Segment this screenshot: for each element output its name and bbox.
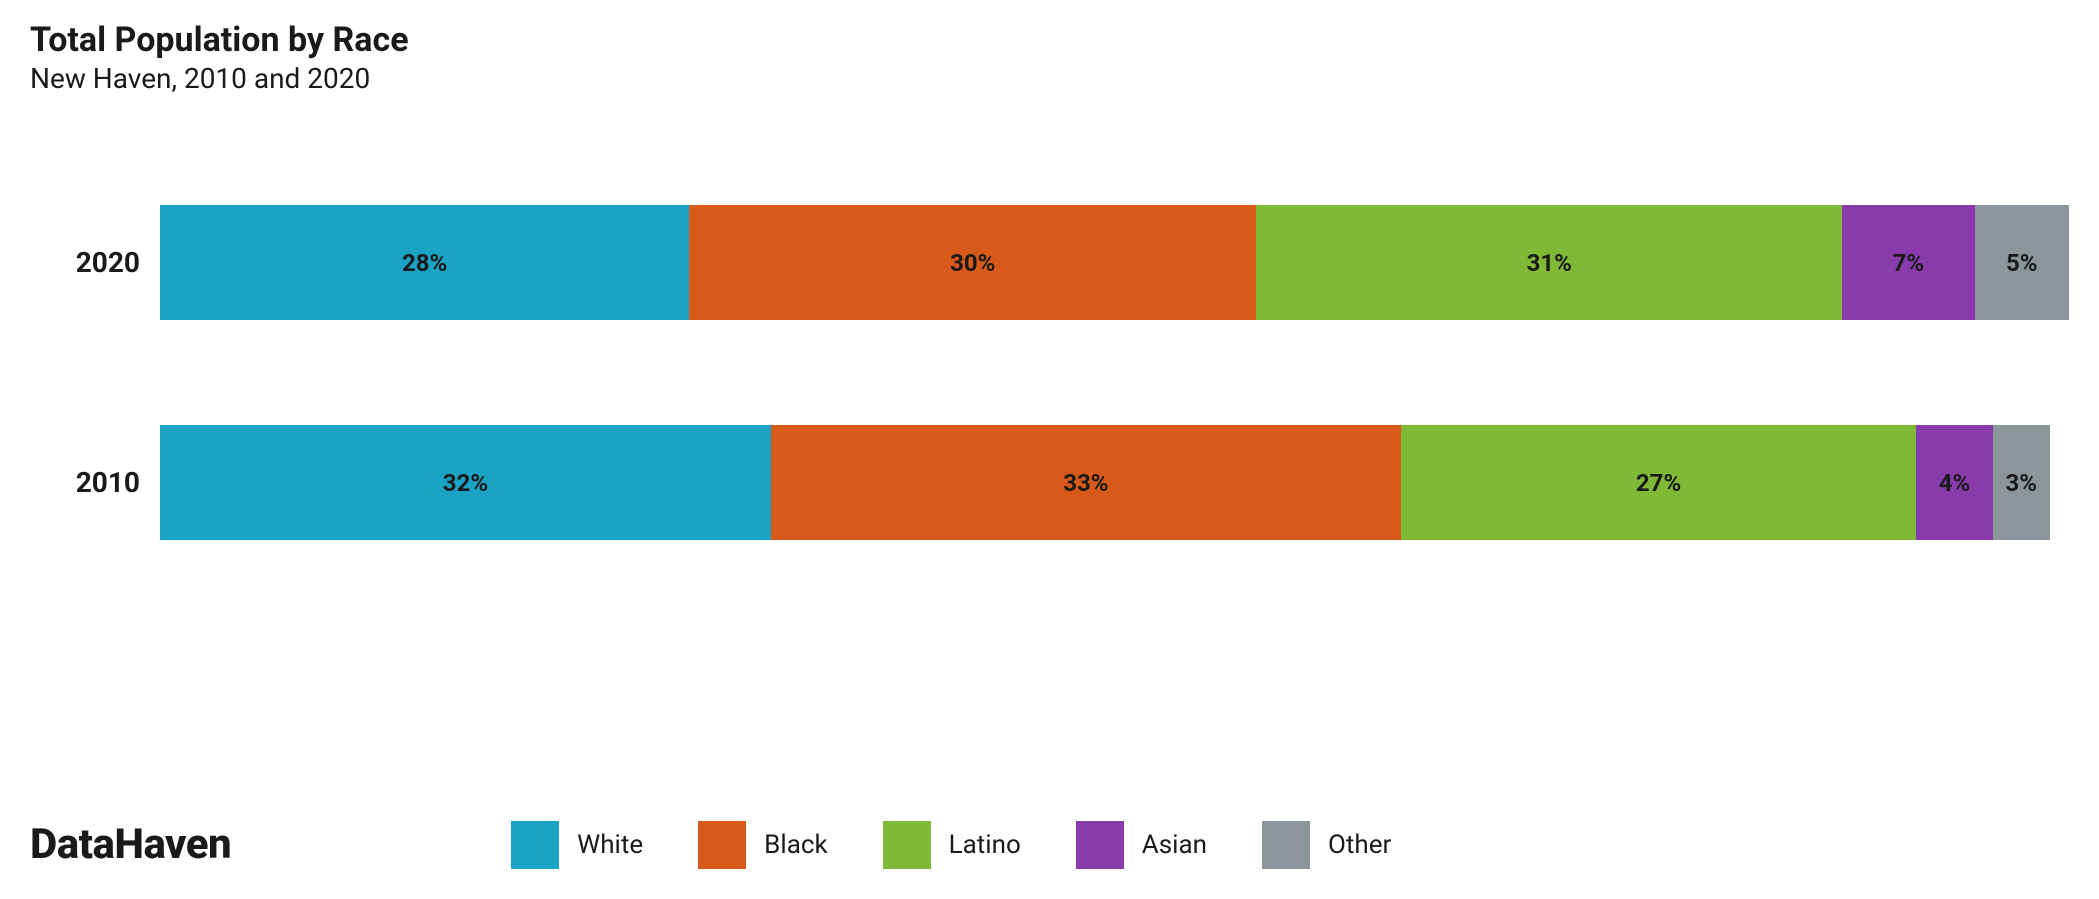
chart-subtitle: New Haven, 2010 and 2020 [30,62,2069,95]
legend-label: White [577,830,643,860]
chart-area: 2020 28% 30% 31% 7% 5% 2010 32% 33% 27% … [30,205,2069,540]
segment-white: 28% [160,205,689,320]
bar-row-2020: 2020 28% 30% 31% 7% 5% [30,205,2069,320]
segment-asian: 7% [1842,205,1974,320]
bar-row-2010: 2010 32% 33% 27% 4% 3% [30,425,2069,540]
legend-item-white: White [511,821,643,869]
footer: DataHaven White Black Latino Asian Other [30,820,2069,869]
segment-latino: 27% [1401,425,1916,540]
brand-logo: DataHaven [30,820,231,869]
legend-item-latino: Latino [883,821,1021,869]
segment-black: 33% [771,425,1401,540]
chart-title: Total Population by Race [30,20,2069,60]
year-label: 2020 [30,246,160,279]
swatch-icon [883,821,931,869]
legend-item-asian: Asian [1076,821,1207,869]
segment-other: 3% [1993,425,2050,540]
legend-item-other: Other [1262,821,1391,869]
legend-label: Black [764,830,827,860]
segment-other: 5% [1975,205,2070,320]
segment-latino: 31% [1256,205,1842,320]
swatch-icon [698,821,746,869]
segment-black: 30% [689,205,1256,320]
bar-track: 32% 33% 27% 4% 3% [160,425,2069,540]
legend-label: Latino [949,830,1021,860]
legend: White Black Latino Asian Other [511,821,1391,869]
legend-label: Asian [1142,830,1207,860]
legend-item-black: Black [698,821,827,869]
segment-white: 32% [160,425,771,540]
swatch-icon [511,821,559,869]
bar-track: 28% 30% 31% 7% 5% [160,205,2069,320]
legend-label: Other [1328,830,1391,860]
swatch-icon [1262,821,1310,869]
year-label: 2010 [30,466,160,499]
segment-asian: 4% [1916,425,1992,540]
swatch-icon [1076,821,1124,869]
